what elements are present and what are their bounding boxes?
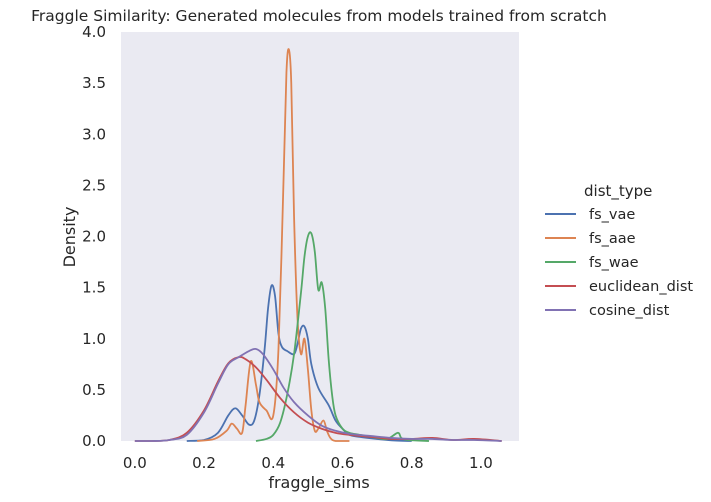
y-axis-label: Density: [60, 207, 79, 268]
y-tick-label: 2.0: [82, 228, 106, 246]
y-tick-label: 3.0: [82, 125, 106, 143]
legend-title: dist_type: [584, 182, 652, 201]
x-tick-label: 0.8: [400, 454, 424, 472]
x-tick-labels: 0.0 0.2 0.4 0.6 0.8 1.0: [123, 454, 493, 472]
legend-label: fs_aae: [589, 231, 636, 247]
legend-label: cosine_dist: [589, 303, 670, 319]
legend-label: fs_wae: [589, 255, 639, 271]
plot-area: [121, 32, 519, 441]
series-line-cosine-dist: [134, 347, 502, 442]
y-tick-label: 1.5: [82, 279, 106, 297]
x-tick-label: 1.0: [469, 454, 493, 472]
x-tick-label: 0.2: [192, 454, 216, 472]
chart-title: Fraggle Similarity: Generated molecules …: [31, 7, 607, 25]
x-axis-label: fraggle_sims: [268, 473, 369, 493]
legend-label: fs_vae: [589, 207, 635, 223]
y-tick-label: 0.0: [82, 432, 106, 450]
y-tick-labels: 0.0 0.5 1.0 1.5 2.0 2.5 3.0 3.5 4.0: [82, 23, 106, 450]
series-layer: [134, 48, 502, 442]
y-tick-label: 3.5: [82, 74, 106, 92]
y-tick-label: 4.0: [82, 23, 106, 41]
x-tick-label: 0.4: [261, 454, 285, 472]
legend: dist_type fs_vae fs_aae fs_wae euclidean_di…: [545, 182, 693, 319]
series-line-fs-aae: [197, 48, 350, 442]
y-tick-label: 0.5: [82, 381, 106, 399]
x-tick-label: 0.0: [123, 454, 147, 472]
x-tick-label: 0.6: [331, 454, 355, 472]
legend-label: euclidean_dist: [589, 279, 693, 295]
y-tick-label: 2.5: [82, 176, 106, 194]
y-tick-label: 1.0: [82, 330, 106, 348]
